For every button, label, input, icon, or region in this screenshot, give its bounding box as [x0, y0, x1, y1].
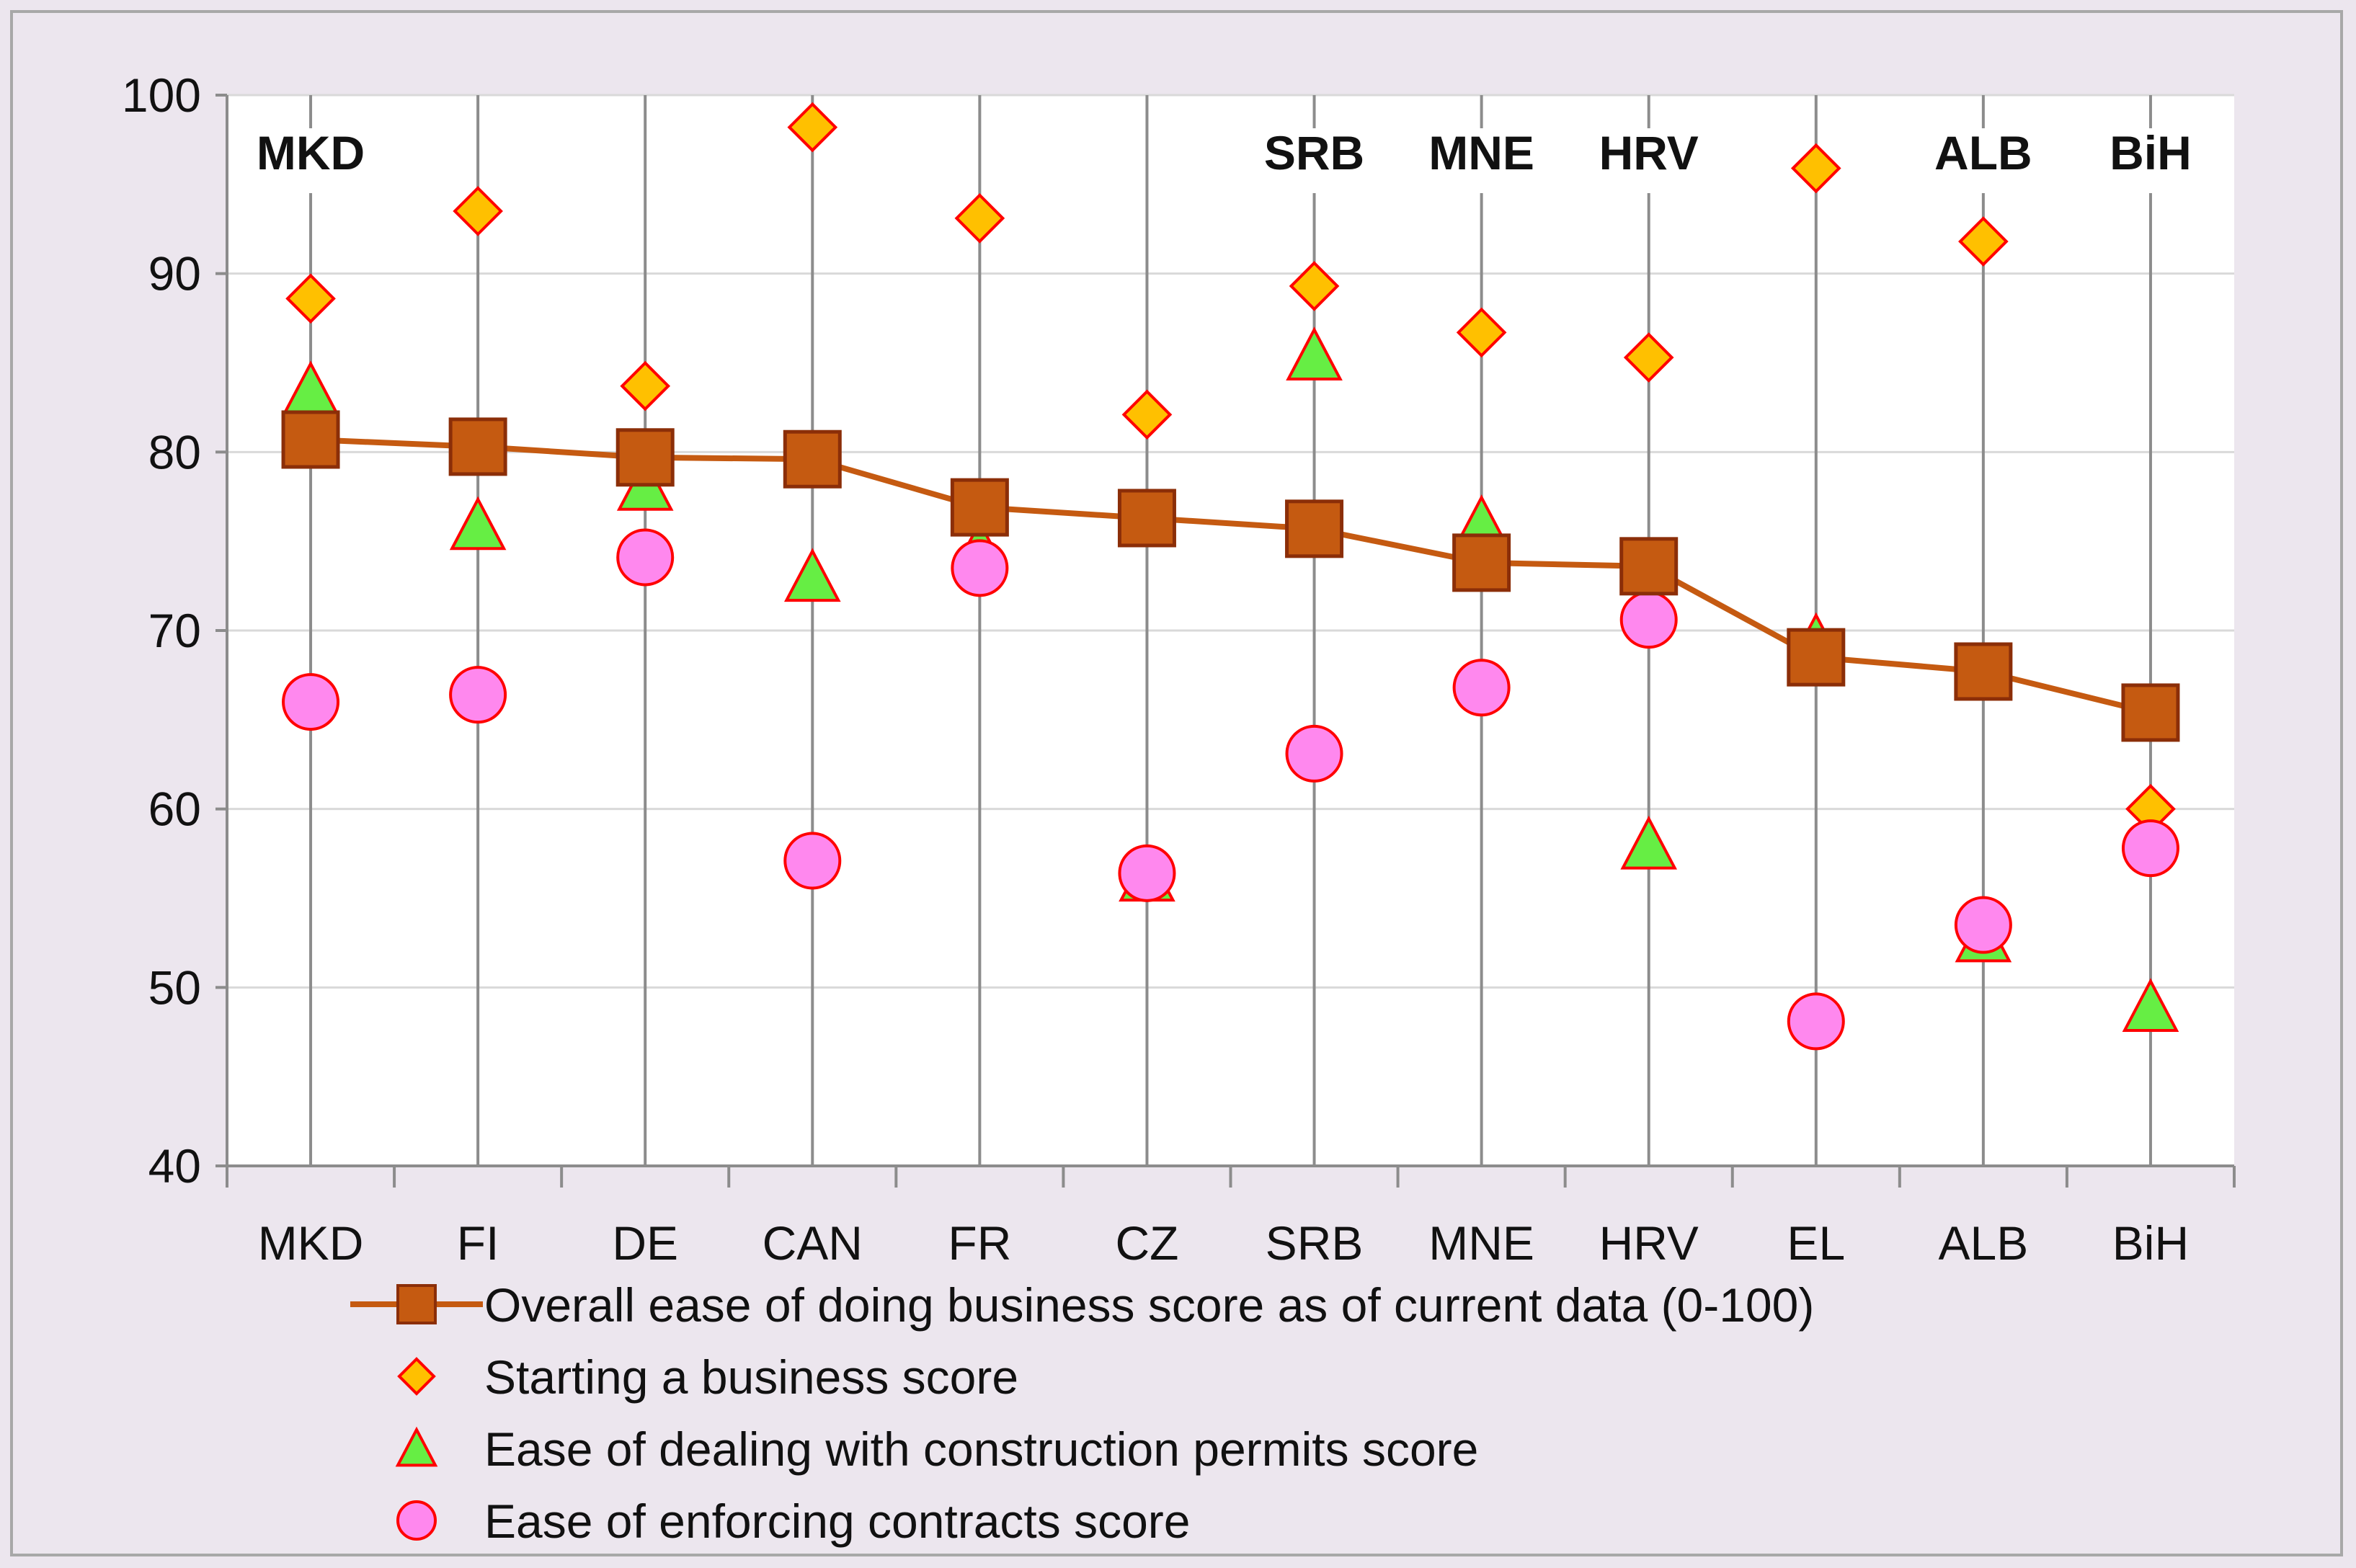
y-tick-label: 60 [148, 783, 201, 836]
legend: Overall ease of doing business score as … [350, 1278, 1814, 1548]
x-tick-label: BiH [2112, 1216, 2189, 1270]
legend-marker-enforcing-contracts [396, 1500, 437, 1541]
point-enforcing-contracts [1787, 992, 1845, 1051]
legend-label: Ease of dealing with construction permit… [484, 1422, 1478, 1476]
point-starting-business [620, 360, 671, 411]
point-enforcing-contracts [616, 528, 675, 587]
point-construction-permits [449, 496, 507, 551]
x-tick-label: ALB [1939, 1216, 2029, 1270]
y-tick-label: 40 [148, 1139, 201, 1193]
legend-label: Ease of enforcing contracts score [484, 1494, 1191, 1548]
point-starting-business [285, 273, 336, 324]
x-tick-label: FI [457, 1216, 499, 1270]
point-overall [615, 428, 675, 487]
point-starting-business [954, 193, 1005, 244]
y-tick-label: 50 [148, 961, 201, 1014]
point-overall [1117, 489, 1176, 548]
point-enforcing-contracts [282, 673, 340, 731]
y-tick-label: 100 [122, 68, 201, 122]
point-overall [1285, 499, 1344, 558]
point-enforcing-contracts [2121, 819, 2179, 878]
y-tick-label: 80 [148, 425, 201, 478]
point-enforcing-contracts [951, 539, 1009, 597]
point-enforcing-contracts [1954, 896, 2012, 954]
point-starting-business [1790, 143, 1841, 194]
x-tick-label: DE [612, 1216, 678, 1270]
x-tick-label: MNE [1428, 1216, 1534, 1270]
point-starting-business [453, 186, 503, 236]
legend-label: Overall ease of doing business score as … [484, 1278, 1814, 1332]
top-label: MNE [1428, 126, 1534, 179]
point-enforcing-contracts [1285, 724, 1343, 783]
point-construction-permits [2122, 978, 2179, 1032]
point-overall [448, 417, 507, 476]
legend-marker-overall [396, 1284, 437, 1324]
top-labels: MKD SRB MNE HRV ALB BiH [257, 126, 2192, 179]
point-starting-business [1289, 261, 1340, 311]
x-tick-label: FR [948, 1216, 1011, 1270]
point-overall [1954, 642, 2013, 701]
top-label: BiH [2110, 126, 2192, 179]
point-overall [783, 429, 842, 489]
top-label: MKD [257, 126, 365, 179]
x-category-labels: MKD FI DE CAN FR CZ SRB MNE HRV EL ALB BiH [258, 1216, 2189, 1270]
point-overall [281, 410, 340, 469]
point-construction-permits [783, 548, 841, 602]
top-label: HRV [1599, 126, 1699, 179]
x-tick-label: HRV [1599, 1216, 1699, 1270]
chart-frame [10, 10, 2343, 1556]
y-tick-labels: 40 50 60 70 80 90 100 [122, 68, 201, 1193]
point-construction-permits [1286, 326, 1343, 380]
axes [215, 94, 2236, 1188]
point-starting-business [1456, 307, 1507, 358]
point-overall [1452, 533, 1511, 592]
x-tick-label: EL [1787, 1216, 1845, 1270]
y-tick-label: 70 [148, 604, 201, 657]
point-enforcing-contracts [1118, 844, 1176, 902]
point-enforcing-contracts [783, 832, 842, 890]
point-enforcing-contracts [1452, 659, 1511, 717]
point-enforcing-contracts [1619, 591, 1678, 649]
x-tick-label: MKD [258, 1216, 364, 1270]
legend-label: Starting a business score [484, 1350, 1018, 1404]
point-overall [950, 478, 1009, 537]
point-overall [1619, 537, 1679, 596]
x-tick-label: CZ [1115, 1216, 1178, 1270]
legend-marker-construction-permits [395, 1426, 438, 1467]
legend-marker-starting-business [397, 1357, 436, 1396]
top-label: SRB [1264, 126, 1364, 179]
point-overall [1787, 628, 1846, 687]
x-tick-label: SRB [1266, 1216, 1364, 1270]
point-enforcing-contracts [449, 666, 507, 724]
point-starting-business [1958, 216, 2009, 267]
x-tick-label: CAN [763, 1216, 863, 1270]
grid [227, 94, 2234, 989]
point-starting-business [787, 102, 838, 153]
drop-lines [309, 95, 2152, 1166]
point-construction-permits [1620, 815, 1678, 870]
point-starting-business [1623, 332, 1674, 383]
point-overall [2121, 683, 2180, 742]
point-starting-business [1121, 389, 1173, 440]
data-marks [281, 102, 2180, 1051]
y-tick-label: 90 [148, 247, 201, 300]
top-label: ALB [1934, 126, 2032, 179]
